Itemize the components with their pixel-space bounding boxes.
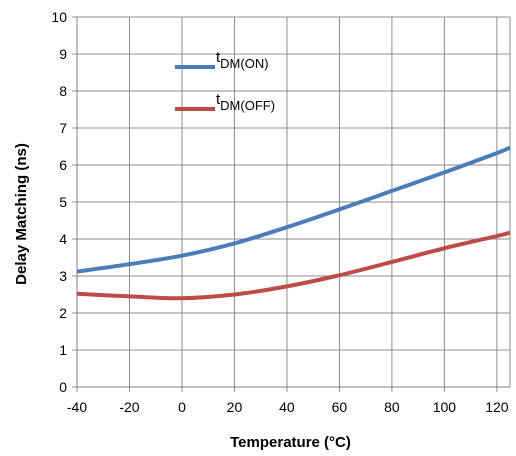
y-tick-label: 4 bbox=[59, 231, 67, 247]
y-tick-label: 5 bbox=[59, 194, 67, 210]
x-axis-title: Temperature (°C) bbox=[230, 434, 351, 451]
x-tick-label: 0 bbox=[178, 399, 186, 415]
series-line-dm-on bbox=[76, 145, 511, 274]
x-tick-label: 60 bbox=[332, 399, 348, 415]
y-tick-label: 2 bbox=[59, 305, 67, 321]
series-lines bbox=[76, 145, 511, 301]
grid bbox=[76, 16, 511, 388]
x-tick-label: 120 bbox=[485, 399, 509, 415]
y-tick-label: 8 bbox=[59, 83, 67, 99]
legend-label: tDM(OFF) bbox=[216, 91, 275, 113]
x-tick-label: 20 bbox=[227, 399, 243, 415]
y-tick-label: 9 bbox=[59, 46, 67, 62]
x-tick-label: 100 bbox=[433, 399, 457, 415]
x-tick-label: 40 bbox=[279, 399, 295, 415]
y-axis-title: Delay Matching (ns) bbox=[13, 143, 30, 285]
x-tick-label: -20 bbox=[119, 399, 139, 415]
y-tick-label: 3 bbox=[59, 268, 67, 284]
legend: tDM(ON) tDM(OFF) bbox=[175, 49, 275, 113]
y-tick-label: 6 bbox=[59, 157, 67, 173]
y-tick-label: 1 bbox=[59, 342, 67, 358]
x-tick-label: 80 bbox=[384, 399, 400, 415]
y-tick-label: 10 bbox=[51, 9, 67, 25]
y-tick-label: 7 bbox=[59, 120, 67, 136]
x-tick-label: -40 bbox=[67, 399, 87, 415]
legend-label: tDM(ON) bbox=[216, 49, 269, 71]
y-tick-label: 0 bbox=[59, 379, 67, 395]
axes: 0 1 2 3 4 5 6 7 8 9 10 -40 -20 0 20 40 60 80 100 120 Tempera… bbox=[13, 9, 510, 451]
series-line-dm-off bbox=[76, 230, 511, 301]
